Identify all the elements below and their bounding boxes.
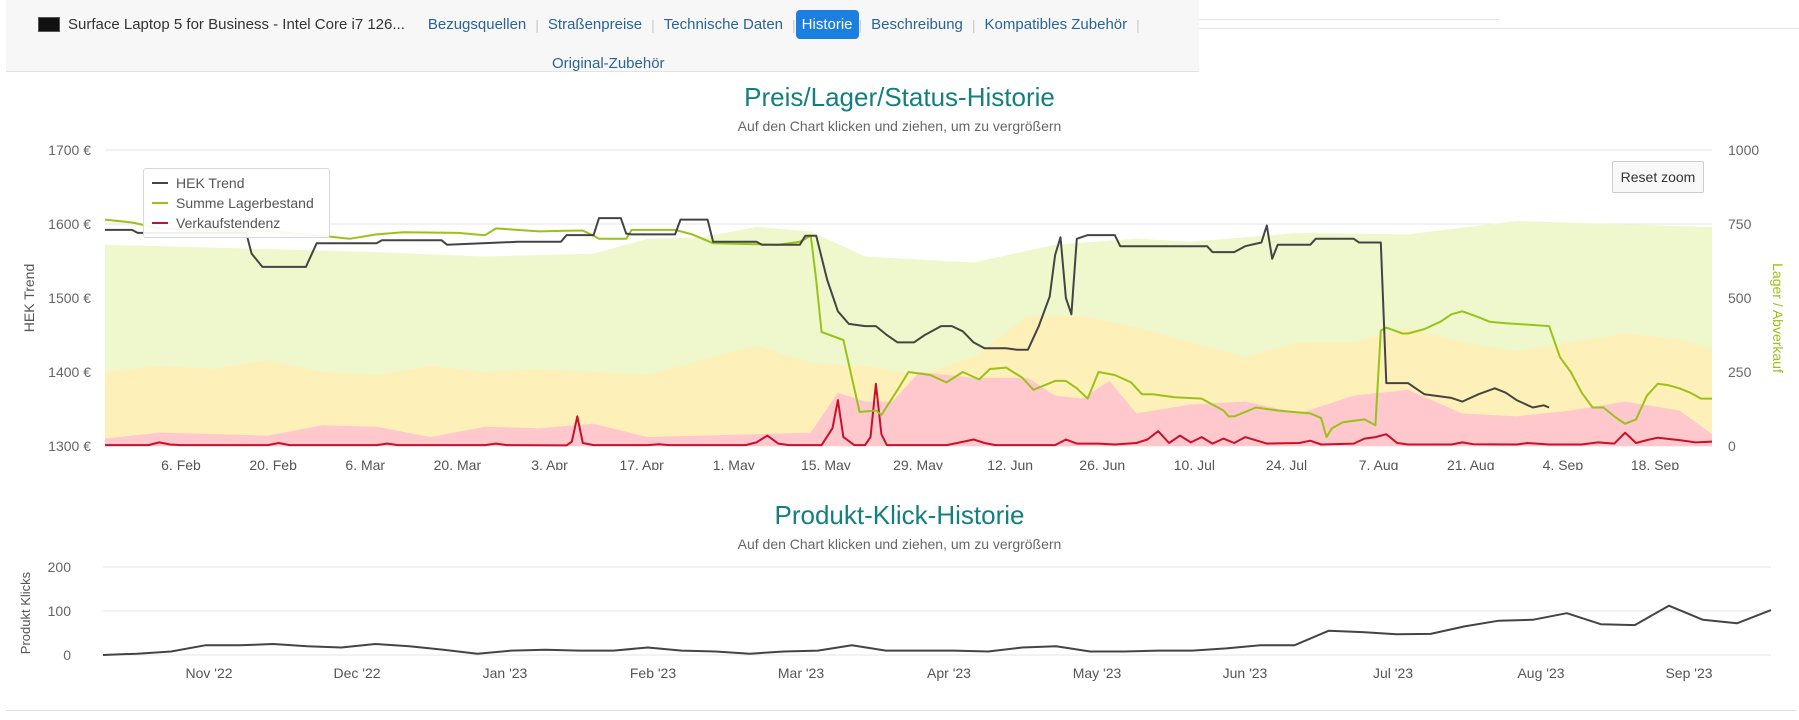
y-tick-label: 0 xyxy=(63,647,71,663)
x-tick-label: 1. May xyxy=(713,457,755,470)
x-tick-label: Jul '23 xyxy=(1373,665,1413,681)
x-tick-label: 4. Sep xyxy=(1543,457,1584,470)
nav-separator: | xyxy=(971,16,976,33)
x-tick-label: 29. May xyxy=(893,457,943,470)
series-lagerbestand-line xyxy=(104,218,1712,439)
x-tick-label: 10. Jul xyxy=(1174,457,1215,470)
chart2-title: Produkt-Klick-Historie xyxy=(774,500,1025,530)
nav-separator: | xyxy=(792,16,796,33)
x-tick-label: Nov '22 xyxy=(185,665,232,681)
chart1-title: Preis/Lager/Status-Historie xyxy=(744,82,1055,112)
top-navigation-bar: Surface Laptop 5 for Business - Intel Co… xyxy=(6,0,1199,72)
legend-item-verkaufstendenz[interactable]: Verkaufstendenz xyxy=(152,214,280,232)
y-tick-label-left: 1600 € xyxy=(48,216,91,232)
y-tick-label-right: 1000 xyxy=(1728,142,1759,158)
y-tick-label-left: 1300 € xyxy=(48,438,91,454)
legend-label: Verkaufstendenz xyxy=(176,215,281,231)
reset-zoom-button[interactable]: Reset zoom xyxy=(1612,161,1704,193)
y-axis-title-right: Lager / Abverkauf xyxy=(1770,263,1786,373)
nav-separator: | xyxy=(1136,16,1140,33)
y-tick-label-right: 500 xyxy=(1728,290,1752,306)
price-stock-history-chart[interactable]: 1300 € 1400 € 1500 € 1600 € 1700 € 0 250 500 750… xyxy=(0,0,1799,470)
chart2-subtitle: Auf den Chart klicken und ziehen, um zu … xyxy=(737,536,1062,552)
x-tick-label: Dec '22 xyxy=(333,665,380,681)
x-tick-label: 20. Mar xyxy=(434,457,482,470)
x-tick-label: 15. May xyxy=(801,457,851,470)
y-axis-title-left: HEK Trend xyxy=(21,264,37,332)
x-tick-label: 7. Aug xyxy=(1359,457,1399,470)
x-tick-label: 21. Aug xyxy=(1447,457,1495,470)
band-red-area xyxy=(105,372,1712,446)
y-tick-label-left: 1500 € xyxy=(48,290,91,306)
y-tick-label-right: 0 xyxy=(1728,438,1736,454)
series-hek-trend-line xyxy=(105,217,1550,409)
x-tick-label: 20. Feb xyxy=(249,457,297,470)
nav-link-bezugsquellen[interactable]: Bezugsquellen xyxy=(427,16,527,33)
divider xyxy=(1199,19,1499,20)
x-tick-label: Apr '23 xyxy=(927,665,971,681)
nav-link-strassenpreise[interactable]: Straßenpreise xyxy=(547,16,643,33)
nav-link-technische-daten[interactable]: Technische Daten xyxy=(663,16,784,33)
legend-swatch-verkauf xyxy=(152,222,168,224)
legend-swatch-hek xyxy=(152,182,168,184)
nav-link-beschreibung[interactable]: Beschreibung xyxy=(871,16,963,33)
legend-item-hek-trend[interactable]: HEK Trend xyxy=(152,174,244,192)
x-tick-label: 24. Jul xyxy=(1266,457,1307,470)
y-tick-label: 200 xyxy=(48,559,72,575)
x-tick-label: Sep '23 xyxy=(1665,665,1712,681)
x-tick-label: Jun '23 xyxy=(1223,665,1268,681)
series-verkaufstendenz-line xyxy=(105,382,1713,447)
x-tick-label: 6. Feb xyxy=(161,457,201,470)
nav-link-kompatibles-zubehoer[interactable]: Kompatibles Zubehör xyxy=(984,16,1128,33)
x-tick-label: Mar '23 xyxy=(778,665,824,681)
x-tick-label: Feb '23 xyxy=(630,665,676,681)
legend-label: Summe Lagerbestand xyxy=(176,195,314,211)
y-tick-label-left: 1400 € xyxy=(48,364,91,380)
divider xyxy=(1199,28,1799,29)
chart1-subtitle: Auf den Chart klicken und ziehen, um zu … xyxy=(737,118,1062,134)
x-tick-label: 26. Jun xyxy=(1079,457,1125,470)
legend-label: HEK Trend xyxy=(176,175,245,191)
y-tick-label-right: 750 xyxy=(1728,216,1752,232)
nav-row: Surface Laptop 5 for Business - Intel Co… xyxy=(38,10,1198,76)
laptop-icon xyxy=(38,17,60,32)
x-tick-label: 12. Jun xyxy=(987,457,1033,470)
series-clicks-line xyxy=(102,604,1772,656)
divider xyxy=(6,710,1796,711)
y-axis-title: Produkt Klicks xyxy=(18,571,33,654)
y-tick-label: 100 xyxy=(48,603,72,619)
x-tick-label: 17. Apr xyxy=(619,457,664,470)
legend-item-lagerbestand[interactable]: Summe Lagerbestand xyxy=(152,194,314,212)
nav-separator: | xyxy=(651,16,655,33)
x-tick-label: Aug '23 xyxy=(1517,665,1564,681)
x-tick-label: 3. Apr xyxy=(531,457,568,470)
legend-swatch-lager xyxy=(152,202,168,204)
nav-link-historie[interactable]: Historie xyxy=(795,10,859,39)
product-title: Surface Laptop 5 for Business - Intel Co… xyxy=(68,16,405,33)
x-tick-label: Jan '23 xyxy=(483,665,528,681)
x-tick-label: 18. Sep xyxy=(1631,457,1679,470)
chart1-legend: HEK Trend Summe Lagerbestand Verkaufsten… xyxy=(143,168,330,238)
x-tick-label: May '23 xyxy=(1073,665,1122,681)
nav-link-original-zubehoer[interactable]: Original-Zubehör xyxy=(552,55,665,72)
x-tick-label: 6. Mar xyxy=(345,457,385,470)
nav-separator: | xyxy=(858,16,863,33)
nav-separator: | xyxy=(535,16,539,33)
y-tick-label-left: 1700 € xyxy=(48,142,91,158)
y-tick-label-right: 250 xyxy=(1728,364,1752,380)
